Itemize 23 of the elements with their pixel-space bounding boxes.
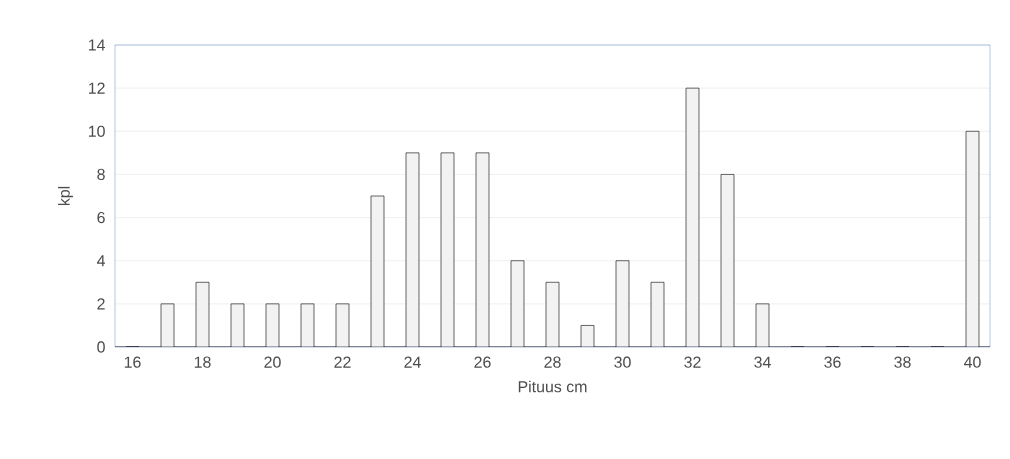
y-tick-label: 2 — [97, 298, 105, 310]
x-tick-label: 38 — [894, 356, 911, 368]
y-tick-label: 0 — [97, 341, 105, 353]
x-tick-label: 22 — [334, 356, 351, 368]
x-tick-label: 16 — [124, 356, 141, 368]
x-tick-label: 24 — [404, 356, 421, 368]
x-tick-label: 32 — [684, 356, 701, 368]
y-tick-label: 12 — [88, 82, 105, 94]
x-tick-label: 20 — [264, 356, 281, 368]
y-tick-label: 6 — [97, 211, 105, 224]
x-tick-label: 40 — [964, 356, 981, 368]
x-tick-label: 36 — [824, 356, 841, 368]
y-tick-label: 10 — [88, 125, 105, 137]
y-axis-title: kpl — [58, 186, 73, 206]
x-axis-title: Pituus cm — [518, 380, 587, 393]
y-tick-label: 14 — [88, 39, 106, 51]
y-tick-label: 8 — [97, 168, 105, 181]
x-tick-label: 28 — [544, 356, 561, 368]
x-tick-label: 26 — [474, 356, 491, 368]
y-tick-label: 4 — [96, 255, 106, 267]
x-tick-label: 34 — [754, 356, 771, 368]
x-tick-label: 30 — [614, 356, 631, 368]
x-tick-label: 18 — [194, 356, 211, 368]
